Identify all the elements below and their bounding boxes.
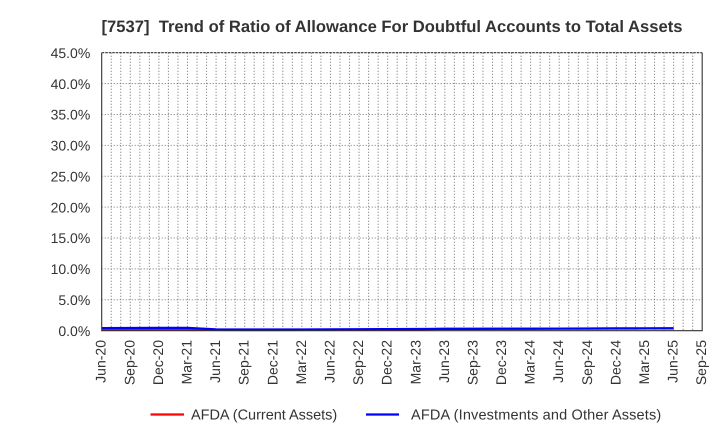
svg-text:Sep-21: Sep-21 xyxy=(236,340,252,385)
svg-text:Jun-21: Jun-21 xyxy=(207,340,223,383)
svg-text:Sep-23: Sep-23 xyxy=(464,340,480,385)
svg-text:Dec-23: Dec-23 xyxy=(493,340,509,385)
svg-text:30.0%: 30.0% xyxy=(51,138,91,154)
svg-text:10.0%: 10.0% xyxy=(51,261,91,277)
svg-text:Mar-25: Mar-25 xyxy=(636,340,652,385)
svg-text:Dec-21: Dec-21 xyxy=(264,340,280,385)
svg-text:Mar-22: Mar-22 xyxy=(293,340,309,385)
svg-text:[7537] Trend of Ratio of Allo: [7537] Trend of Ratio of Allowance For D… xyxy=(102,18,683,36)
svg-text:Sep-25: Sep-25 xyxy=(693,340,709,385)
svg-text:Sep-24: Sep-24 xyxy=(579,340,595,385)
svg-text:Mar-24: Mar-24 xyxy=(522,340,538,385)
svg-text:Jun-23: Jun-23 xyxy=(436,340,452,383)
svg-text:35.0%: 35.0% xyxy=(51,107,91,123)
svg-text:0.0%: 0.0% xyxy=(58,323,90,339)
svg-text:Sep-22: Sep-22 xyxy=(350,340,366,385)
svg-text:Dec-24: Dec-24 xyxy=(607,340,623,385)
svg-text:Jun-22: Jun-22 xyxy=(321,340,337,383)
svg-text:Mar-23: Mar-23 xyxy=(407,340,423,385)
svg-text:25.0%: 25.0% xyxy=(51,168,91,184)
svg-text:15.0%: 15.0% xyxy=(51,230,91,246)
svg-text:AFDA (Investments and Other As: AFDA (Investments and Other Assets) xyxy=(411,407,661,423)
svg-text:Jun-24: Jun-24 xyxy=(550,340,566,383)
svg-text:Jun-25: Jun-25 xyxy=(665,340,681,383)
svg-text:Dec-22: Dec-22 xyxy=(379,340,395,385)
svg-text:Dec-20: Dec-20 xyxy=(150,340,166,385)
svg-text:Sep-20: Sep-20 xyxy=(121,340,137,385)
svg-text:Jun-20: Jun-20 xyxy=(93,340,109,383)
svg-text:45.0%: 45.0% xyxy=(51,45,91,61)
svg-text:AFDA (Current Assets): AFDA (Current Assets) xyxy=(191,407,337,423)
svg-text:Mar-21: Mar-21 xyxy=(178,340,194,385)
svg-text:40.0%: 40.0% xyxy=(51,76,91,92)
svg-text:20.0%: 20.0% xyxy=(51,199,91,215)
svg-text:5.0%: 5.0% xyxy=(58,292,90,308)
